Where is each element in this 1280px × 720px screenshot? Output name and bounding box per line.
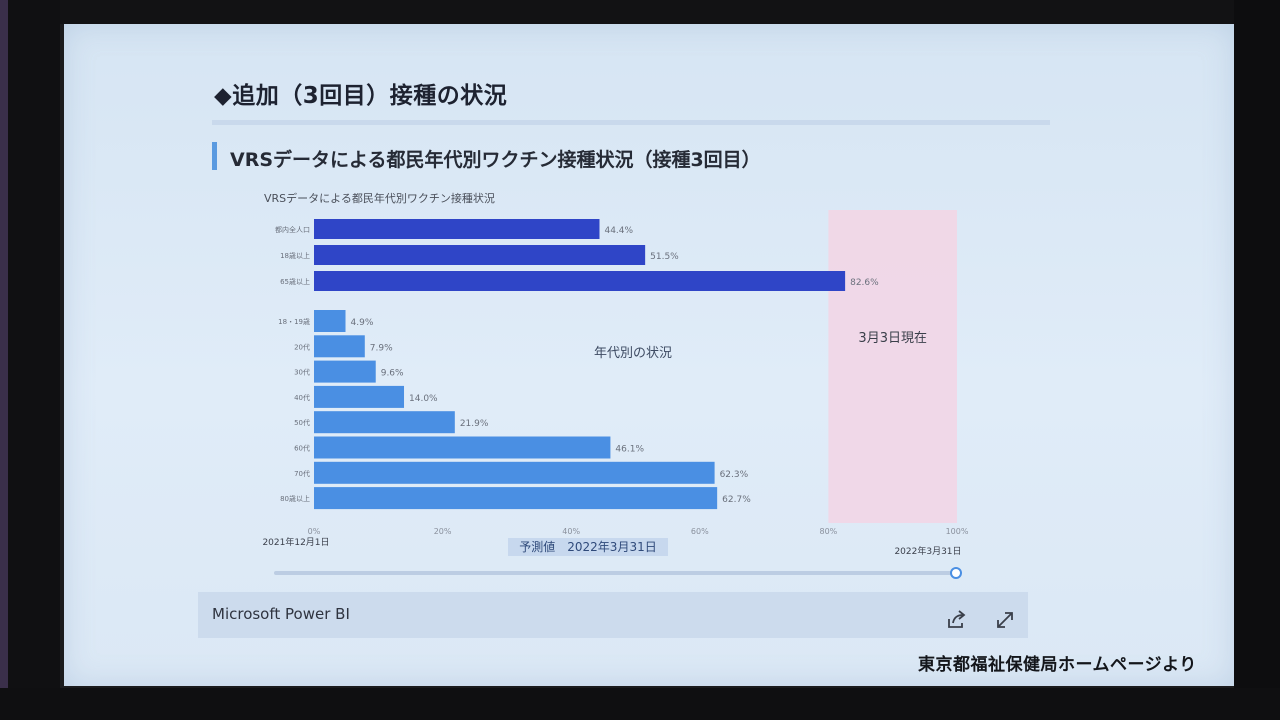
age-group-bar-3[interactable] xyxy=(314,385,405,408)
x-tick-label-0: 0% xyxy=(308,527,321,536)
total-value-label-0: 44.4% xyxy=(604,226,633,236)
highlight-label: 3月3日現在 xyxy=(858,331,927,346)
powerbi-brand-label[interactable]: Microsoft Power BI xyxy=(212,605,350,623)
age-group-bar-7[interactable] xyxy=(314,487,718,510)
source-caption: 東京都福祉保健局ホームページより xyxy=(918,655,1197,675)
studio-backdrop xyxy=(8,0,60,720)
age-group-bar-5[interactable] xyxy=(314,436,611,459)
timeline-end-label: 2022年3月31日 xyxy=(894,545,961,557)
age-group-bar-6[interactable] xyxy=(314,461,715,484)
monitor-bezel-top xyxy=(0,0,1280,24)
projection-label: 予測値 2022年3月31日 xyxy=(519,539,656,554)
monitor-bezel-right xyxy=(1234,0,1280,720)
age-group-value-label-2: 9.6% xyxy=(381,369,404,379)
projection-label-box xyxy=(508,538,668,556)
x-tick-label-3: 60% xyxy=(691,527,709,536)
chart-title: VRSデータによる都民年代別ワクチン接種状況 xyxy=(264,191,495,205)
age-group-value-label-3: 14.0% xyxy=(409,394,438,404)
age-group-category-label-4: 50代 xyxy=(294,418,310,427)
slide-subtitle: VRSデータによる都民年代別ワクチン接種状況（接種3回目） xyxy=(230,149,761,171)
display-screen xyxy=(64,24,1234,686)
expand-icon[interactable] xyxy=(994,609,1016,631)
total-bar-2[interactable] xyxy=(314,271,846,291)
age-group-value-label-1: 7.9% xyxy=(370,343,393,353)
age-group-category-label-0: 18・19歳 xyxy=(278,317,310,326)
subtitle-marker xyxy=(212,142,217,170)
current-date-highlight-band xyxy=(828,210,957,523)
age-group-bar-4[interactable] xyxy=(314,411,455,434)
age-group-category-label-2: 30代 xyxy=(294,368,310,377)
total-value-label-1: 51.5% xyxy=(650,252,679,262)
total-category-label-2: 65歳以上 xyxy=(280,277,310,286)
total-category-label-1: 18歳以上 xyxy=(280,251,310,260)
age-group-value-label-7: 62.7% xyxy=(722,495,751,505)
age-group-value-label-5: 46.1% xyxy=(615,445,644,455)
total-category-label-0: 都内全人口 xyxy=(275,225,310,234)
timeline-slider-track[interactable] xyxy=(274,571,956,575)
monitor-bezel-bottom xyxy=(0,688,1280,720)
monitor-bezel-left xyxy=(0,0,8,720)
age-group-label: 年代別の状況 xyxy=(594,346,672,361)
total-bar-0[interactable] xyxy=(314,219,600,239)
age-group-category-label-1: 20代 xyxy=(294,342,310,351)
x-tick-label-4: 80% xyxy=(820,527,838,536)
age-group-category-label-5: 60代 xyxy=(294,444,310,453)
share-icon[interactable] xyxy=(945,609,967,631)
total-value-label-2: 82.6% xyxy=(850,278,879,288)
timeline-start-label: 2021年12月1日 xyxy=(262,536,329,548)
slide-title: ◆追加（3回目）接種の状況 xyxy=(214,83,508,109)
x-tick-label-2: 40% xyxy=(562,527,580,536)
age-group-category-label-6: 70代 xyxy=(294,469,310,478)
total-bar-1[interactable] xyxy=(314,245,646,265)
age-group-bar-1[interactable] xyxy=(314,335,365,358)
age-group-category-label-7: 80歳以上 xyxy=(280,494,310,503)
age-group-value-label-6: 62.3% xyxy=(720,470,749,480)
title-divider xyxy=(212,120,1050,125)
x-tick-label-1: 20% xyxy=(434,527,452,536)
age-group-bar-0[interactable] xyxy=(314,310,346,332)
powerbi-footer-bar xyxy=(198,592,1028,638)
x-tick-label-5: 100% xyxy=(946,527,969,536)
age-group-bar-2[interactable] xyxy=(314,360,376,383)
age-group-category-label-3: 40代 xyxy=(294,393,310,402)
timeline-slider-handle[interactable] xyxy=(950,567,962,579)
age-group-value-label-0: 4.9% xyxy=(351,318,374,328)
age-group-value-label-4: 21.9% xyxy=(460,419,489,429)
